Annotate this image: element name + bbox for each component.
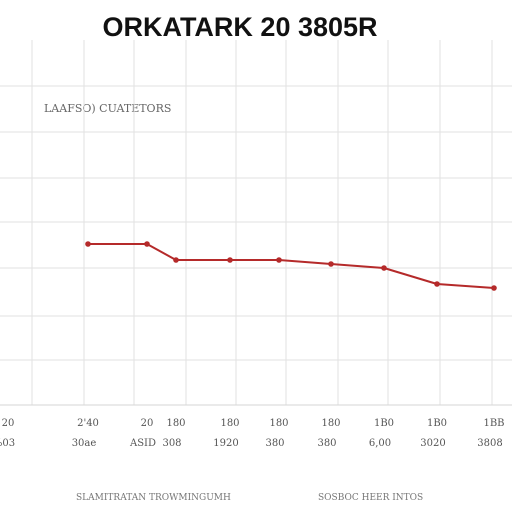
x-tick-label: 20 xyxy=(2,418,15,429)
x-tick-label: 180 xyxy=(321,418,340,429)
data-point xyxy=(227,257,233,263)
chart-title: ORKATARK 20 3805R xyxy=(102,12,377,42)
data-point xyxy=(491,285,497,291)
x-tick-label: 180 xyxy=(269,418,288,429)
series-group xyxy=(85,241,497,291)
x-tick-sublabel: 3020 xyxy=(420,438,445,449)
data-point xyxy=(434,281,440,287)
x-tick-label: 1BB xyxy=(483,418,504,429)
x-tick-sublabel: 3808 xyxy=(477,438,502,449)
series-line xyxy=(88,243,495,289)
x-tick-sublabel: 30ae xyxy=(72,438,97,449)
x-tick-label: 180 xyxy=(220,418,239,429)
x-tick-sublabel: 1920 xyxy=(213,438,238,449)
x-tick-label: 20 xyxy=(141,418,154,429)
x-tick-sublabel: 308 xyxy=(162,438,181,449)
x-tick-sublabel: 380 xyxy=(317,438,336,449)
x-tick-sublabel: 6,00 xyxy=(369,438,391,449)
data-point xyxy=(381,265,387,271)
x-footer-label-left: SLAMITRATAN TROWMINGUMH xyxy=(76,493,231,503)
x-tick-label: 1B0 xyxy=(374,418,394,429)
x-tick-label: 1B0 xyxy=(427,418,447,429)
x-tick-sublabel: 380 xyxy=(265,438,284,449)
x-axis: 20 %03 2'40 30ae 20 ASID 180 308 180 1920 180 380 18… xyxy=(0,418,505,449)
data-point xyxy=(173,257,179,263)
chart-subtitle: LAAFSO) CUATETORS xyxy=(44,102,171,115)
data-point xyxy=(328,261,334,267)
x-tick-sublabel: %03 xyxy=(0,438,15,449)
x-tick-sublabel: ASID xyxy=(129,438,156,449)
data-point xyxy=(144,241,150,247)
gridlines xyxy=(0,40,512,406)
data-point xyxy=(276,257,282,263)
data-point xyxy=(85,241,91,247)
x-footer-label-right: SOSBOC HEER INTOS xyxy=(318,493,423,503)
x-tick-label: 180 xyxy=(166,418,185,429)
x-tick-label: 2'40 xyxy=(77,418,99,429)
